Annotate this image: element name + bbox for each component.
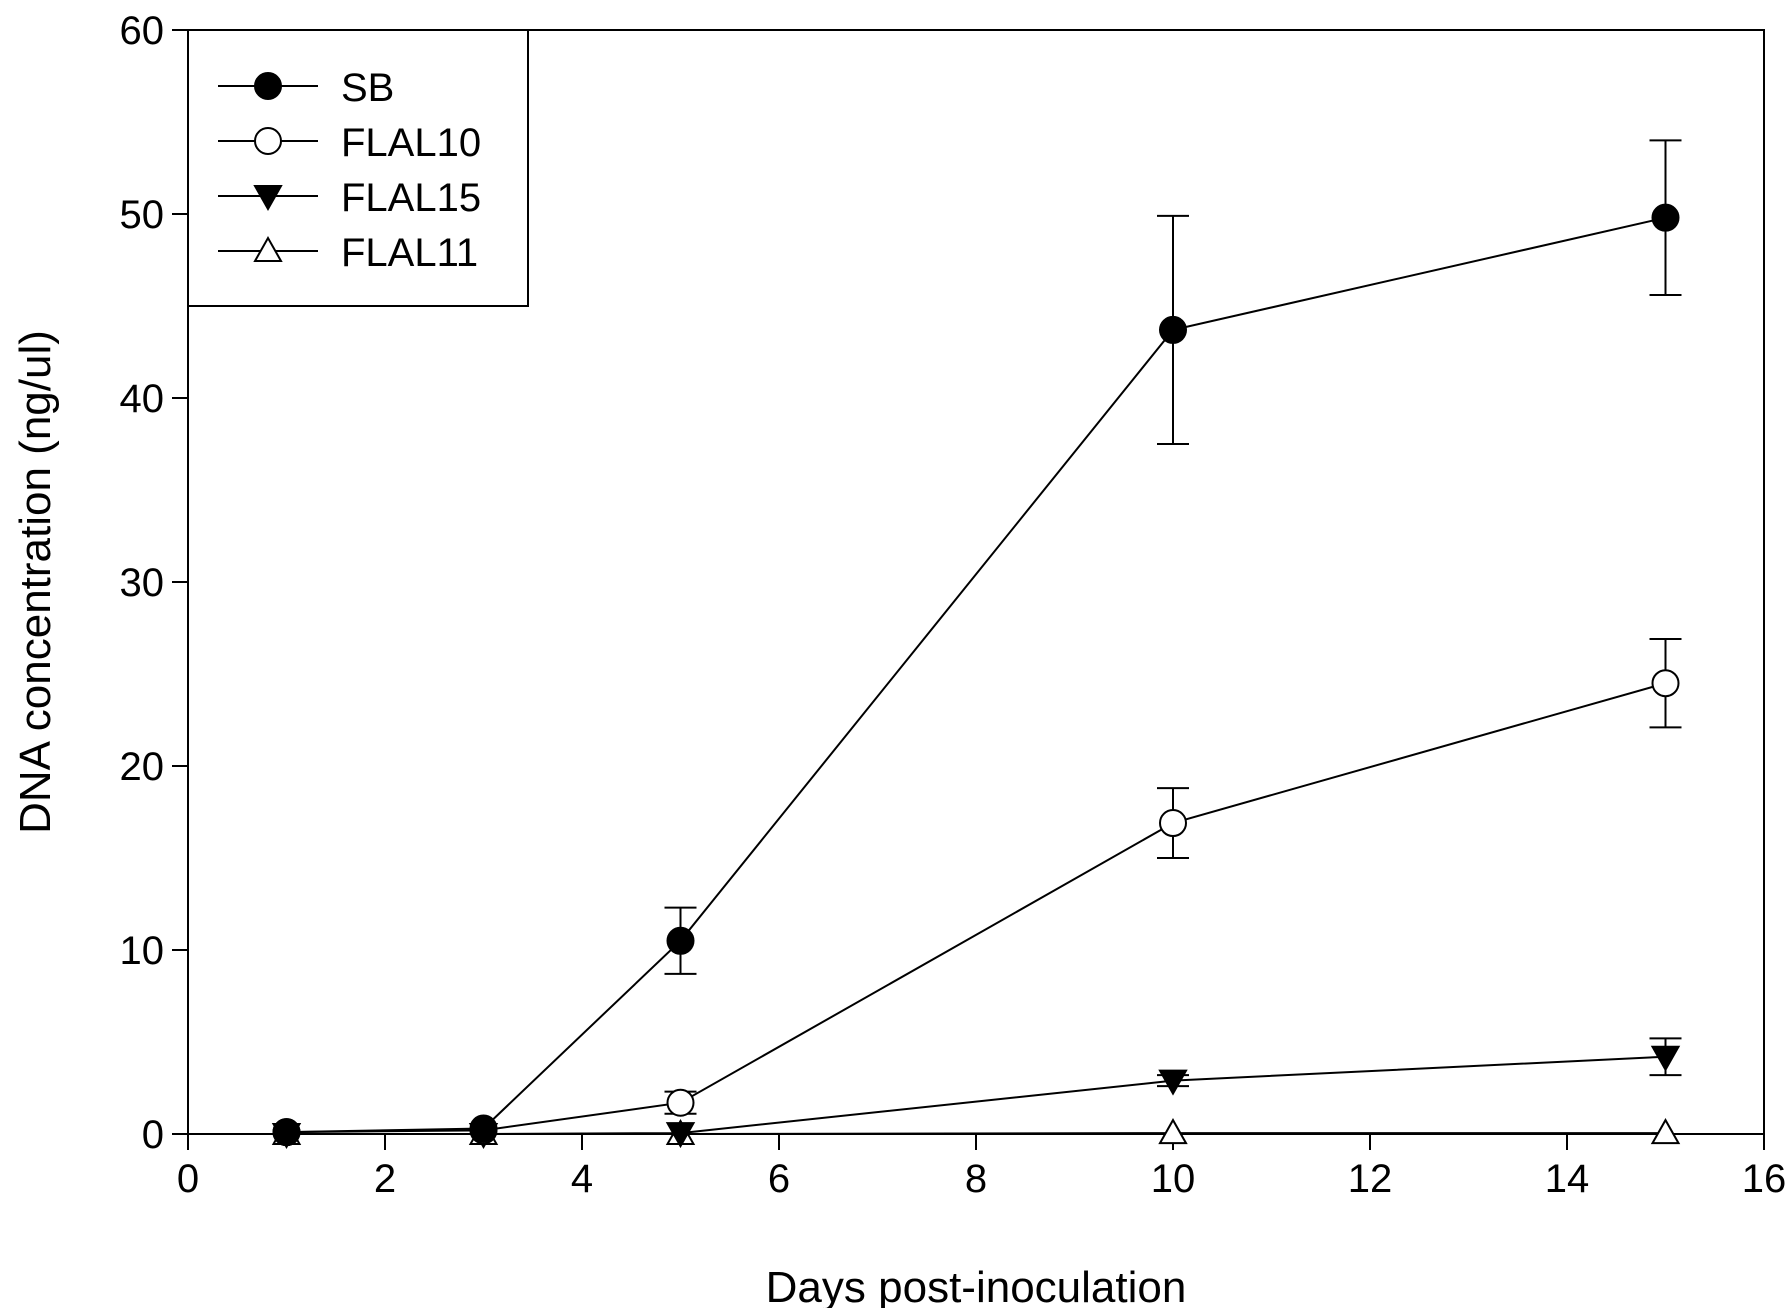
legend-marker (254, 127, 282, 155)
legend-label: FLAL10 (341, 121, 481, 165)
x-tick-label: 0 (177, 1157, 199, 1201)
data-point (1650, 1118, 1681, 1145)
series-flal10 (272, 638, 1682, 1147)
data-point (665, 1122, 696, 1149)
legend-marker (253, 235, 283, 262)
series-layer (271, 139, 1682, 1150)
data-point (1159, 809, 1187, 838)
x-tick-label: 2 (374, 1157, 396, 1201)
data-point (1159, 315, 1187, 344)
y-axis-label: DNA concentration (ng/ul) (11, 330, 60, 834)
legend-item: SB (218, 66, 394, 110)
data-point (469, 1114, 498, 1143)
x-axis-label: Days post-inoculation (766, 1263, 1187, 1308)
x-tick-label: 6 (768, 1157, 790, 1201)
x-tick-label: 16 (1742, 1157, 1787, 1201)
x-tick-label: 8 (965, 1157, 987, 1201)
legend-label: SB (341, 66, 394, 110)
x-tick-label: 14 (1545, 1157, 1590, 1201)
series-line (286, 216, 1666, 1134)
legend-item: FLAL10 (218, 121, 481, 165)
x-tick-label: 10 (1151, 1157, 1196, 1201)
x-tick-label: 4 (571, 1157, 593, 1201)
legend-marker (253, 185, 283, 212)
x-tick-label: 12 (1348, 1157, 1393, 1201)
y-tick-label: 0 (142, 1113, 164, 1157)
legend-marker (254, 72, 282, 100)
data-point (1158, 1118, 1188, 1145)
y-tick-label: 30 (120, 561, 165, 605)
legend-label: FLAL11 (341, 231, 478, 275)
data-point (1650, 1045, 1681, 1072)
x-axis-ticks: 0 2 4 6 8 10 12 14 16 (177, 1134, 1786, 1201)
y-tick-label: 20 (120, 745, 165, 789)
data-point (272, 1118, 301, 1147)
data-point (1158, 1069, 1188, 1096)
series-sb (272, 139, 1682, 1147)
legend-label: FLAL15 (341, 176, 481, 220)
legend: SB FLAL10 FLAL15 FLAL11 (187, 29, 529, 307)
y-tick-label: 40 (120, 377, 165, 421)
data-point (1651, 669, 1680, 698)
data-point (666, 1088, 695, 1117)
data-point (666, 926, 695, 955)
data-point (1651, 203, 1680, 232)
y-tick-label: 10 (120, 929, 165, 973)
series-line (286, 682, 1666, 1134)
legend-item: FLAL11 (218, 231, 478, 275)
y-tick-label: 60 (120, 9, 165, 53)
legend-box (187, 29, 529, 307)
legend-item: FLAL15 (218, 176, 481, 220)
y-tick-label: 50 (120, 193, 165, 237)
y-axis-ticks: 0 10 20 30 40 50 60 (120, 9, 188, 1157)
